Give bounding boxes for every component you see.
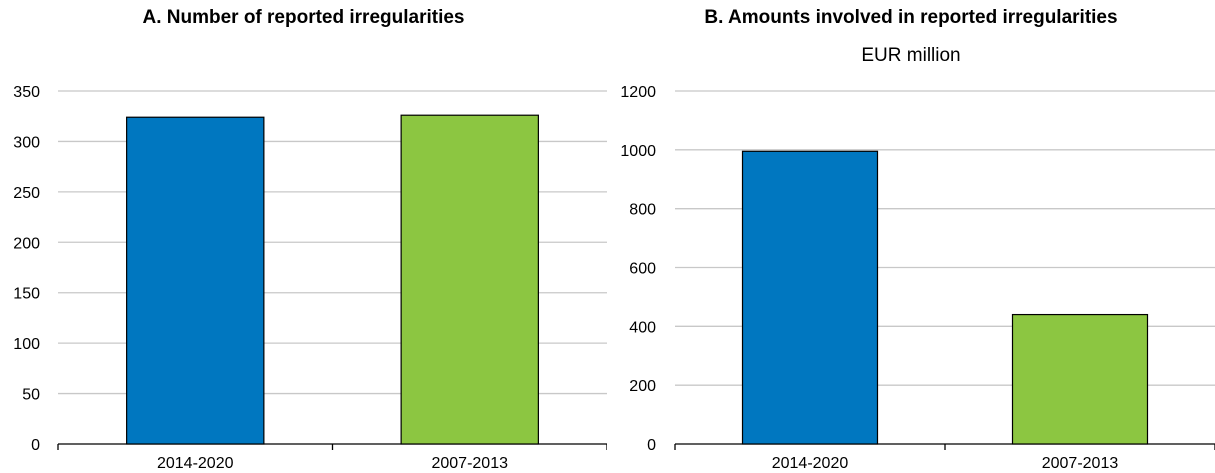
x-tick-label: 2007-2013 (431, 455, 508, 472)
chart-panel-b: B. Amounts involved in reported irregula… (607, 0, 1215, 473)
chart-subtitle: EUR million (861, 45, 961, 66)
bar (126, 116, 265, 445)
y-tick-label: 200 (13, 235, 40, 252)
chart-panel-a: A. Number of reported irregularities 0 50… (0, 0, 607, 473)
y-tick-label: 100 (13, 336, 40, 353)
y-tick-label: 350 (13, 84, 40, 101)
y-tick-label: 400 (629, 319, 656, 336)
y-tick-label: 1000 (620, 143, 656, 160)
y-tick-label: 0 (31, 437, 40, 454)
x-tick-label: 2014-2020 (772, 455, 849, 472)
y-tick-label: 300 (13, 134, 40, 151)
y-tick-label: 0 (647, 437, 656, 454)
y-tick-label: 200 (629, 378, 656, 395)
y-tick-label: 800 (629, 202, 656, 219)
y-tick-label: 50 (22, 387, 40, 404)
y-tick-label: 250 (13, 185, 40, 202)
chart-title: A. Number of reported irregularities (142, 7, 465, 28)
y-tick-label: 600 (629, 261, 656, 278)
y-tick-label: 1200 (620, 84, 656, 101)
x-tick-label: 2014-2020 (157, 455, 234, 472)
chart-title: B. Amounts involved in reported irregula… (704, 7, 1118, 28)
x-tick-label: 2007-2013 (1042, 455, 1119, 472)
bar (400, 114, 539, 445)
bar (1011, 313, 1149, 445)
bar-chart-b: 0 200 400 600 800 1000 1200 2014-2020 2007-2013 (620, 84, 1215, 472)
bar-chart-a: 0 50 100 150 200 250 300 350 2014-2020 2007-2013 (13, 84, 607, 472)
bar (741, 150, 879, 445)
y-tick-label: 150 (13, 286, 40, 303)
